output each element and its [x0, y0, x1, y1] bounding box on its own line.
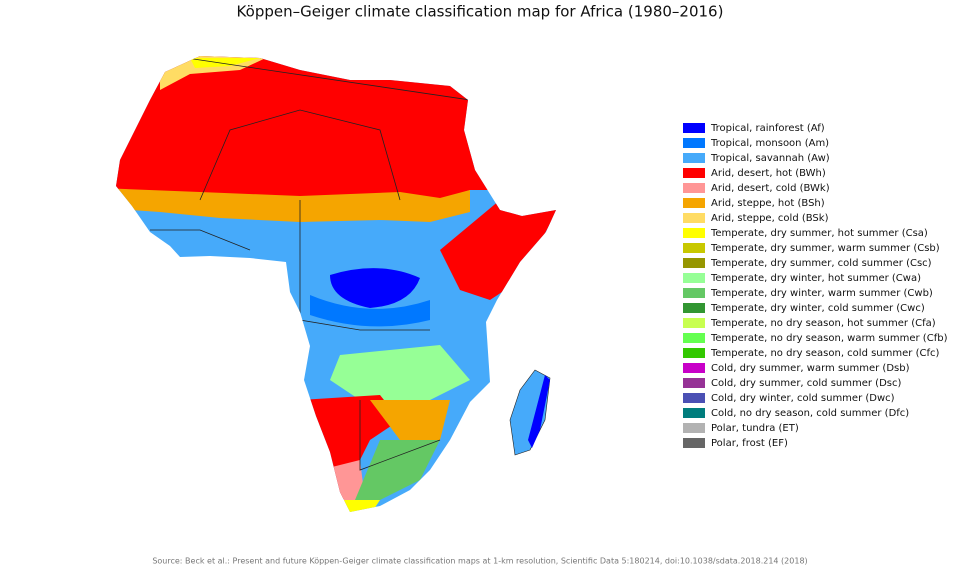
legend-swatch — [683, 243, 705, 253]
legend-swatch — [683, 408, 705, 418]
kalahari-region — [370, 400, 450, 440]
legend-label: Temperate, no dry season, cold summer (C… — [710, 348, 939, 359]
borders — [150, 56, 471, 471]
legend-swatch — [683, 303, 705, 313]
madagascar-east — [528, 375, 550, 448]
north-mediterranean — [190, 58, 260, 68]
africa-map — [116, 56, 556, 512]
legend-label: Temperate, no dry season, warm summer (C… — [710, 333, 948, 344]
cape-region — [335, 500, 380, 512]
legend-swatch — [683, 153, 705, 163]
legend-label: Tropical, rainforest (Af) — [710, 123, 825, 134]
legend-label: Temperate, dry summer, warm summer (Csb) — [710, 243, 940, 254]
legend-label: Polar, tundra (ET) — [711, 423, 799, 434]
sahel-region — [116, 188, 470, 222]
legend-swatch — [683, 348, 705, 358]
legend-swatch — [683, 213, 705, 223]
legend-label: Temperate, dry winter, cold summer (Cwc) — [710, 303, 925, 314]
source-note: Source: Beck et al.: Present and future … — [152, 557, 807, 566]
legend-swatch — [683, 258, 705, 268]
legend-label: Arid, steppe, hot (BSh) — [711, 198, 825, 209]
rainforest-region — [330, 268, 420, 308]
legend-swatch — [683, 123, 705, 133]
legend-swatch — [683, 378, 705, 388]
legend-swatch — [683, 393, 705, 403]
legend-swatch — [683, 138, 705, 148]
legend-label: Temperate, dry winter, warm summer (Cwb) — [710, 288, 933, 299]
legend-label: Temperate, no dry season, hot summer (Cf… — [710, 318, 936, 329]
legend-swatch — [683, 183, 705, 193]
legend-label: Tropical, savannah (Aw) — [710, 153, 830, 164]
legend-label: Polar, frost (EF) — [711, 438, 788, 449]
north-steppe — [160, 56, 270, 90]
legend-label: Temperate, dry winter, hot summer (Cwa) — [710, 273, 921, 284]
legend-swatch — [683, 333, 705, 343]
legend-swatch — [683, 288, 705, 298]
legend-swatch — [683, 198, 705, 208]
monsoon-region — [310, 295, 430, 327]
legend-label: Temperate, dry summer, hot summer (Csa) — [710, 228, 928, 239]
legend-label: Cold, no dry season, cold summer (Dfc) — [711, 408, 909, 419]
legend-label: Temperate, dry summer, cold summer (Csc) — [710, 258, 932, 269]
legend-label: Arid, steppe, cold (BSk) — [711, 213, 829, 224]
eastern-cape-region — [355, 440, 440, 500]
madagascar — [509, 369, 551, 456]
legend-label: Arid, desert, hot (BWh) — [711, 168, 826, 179]
legend-swatch — [683, 318, 705, 328]
legend-label: Cold, dry winter, cold summer (Dwc) — [711, 393, 895, 404]
legend-label: Cold, dry summer, cold summer (Dsc) — [711, 378, 901, 389]
legend-swatch — [683, 228, 705, 238]
legend-swatch — [683, 273, 705, 283]
legend-swatch — [683, 423, 705, 433]
legend-label: Cold, dry summer, warm summer (Dsb) — [711, 363, 910, 374]
legend-swatch — [683, 168, 705, 178]
title: Köppen–Geiger climate classification map… — [237, 3, 724, 21]
legend-label: Arid, desert, cold (BWk) — [711, 183, 830, 194]
southern-temperate — [330, 345, 470, 400]
horn-region — [440, 200, 556, 300]
legend-swatch — [683, 438, 705, 448]
legend-swatch — [683, 363, 705, 373]
legend: Tropical, rainforest (Af) Tropical, monso… — [683, 123, 948, 449]
legend-label: Tropical, monsoon (Am) — [710, 138, 829, 149]
